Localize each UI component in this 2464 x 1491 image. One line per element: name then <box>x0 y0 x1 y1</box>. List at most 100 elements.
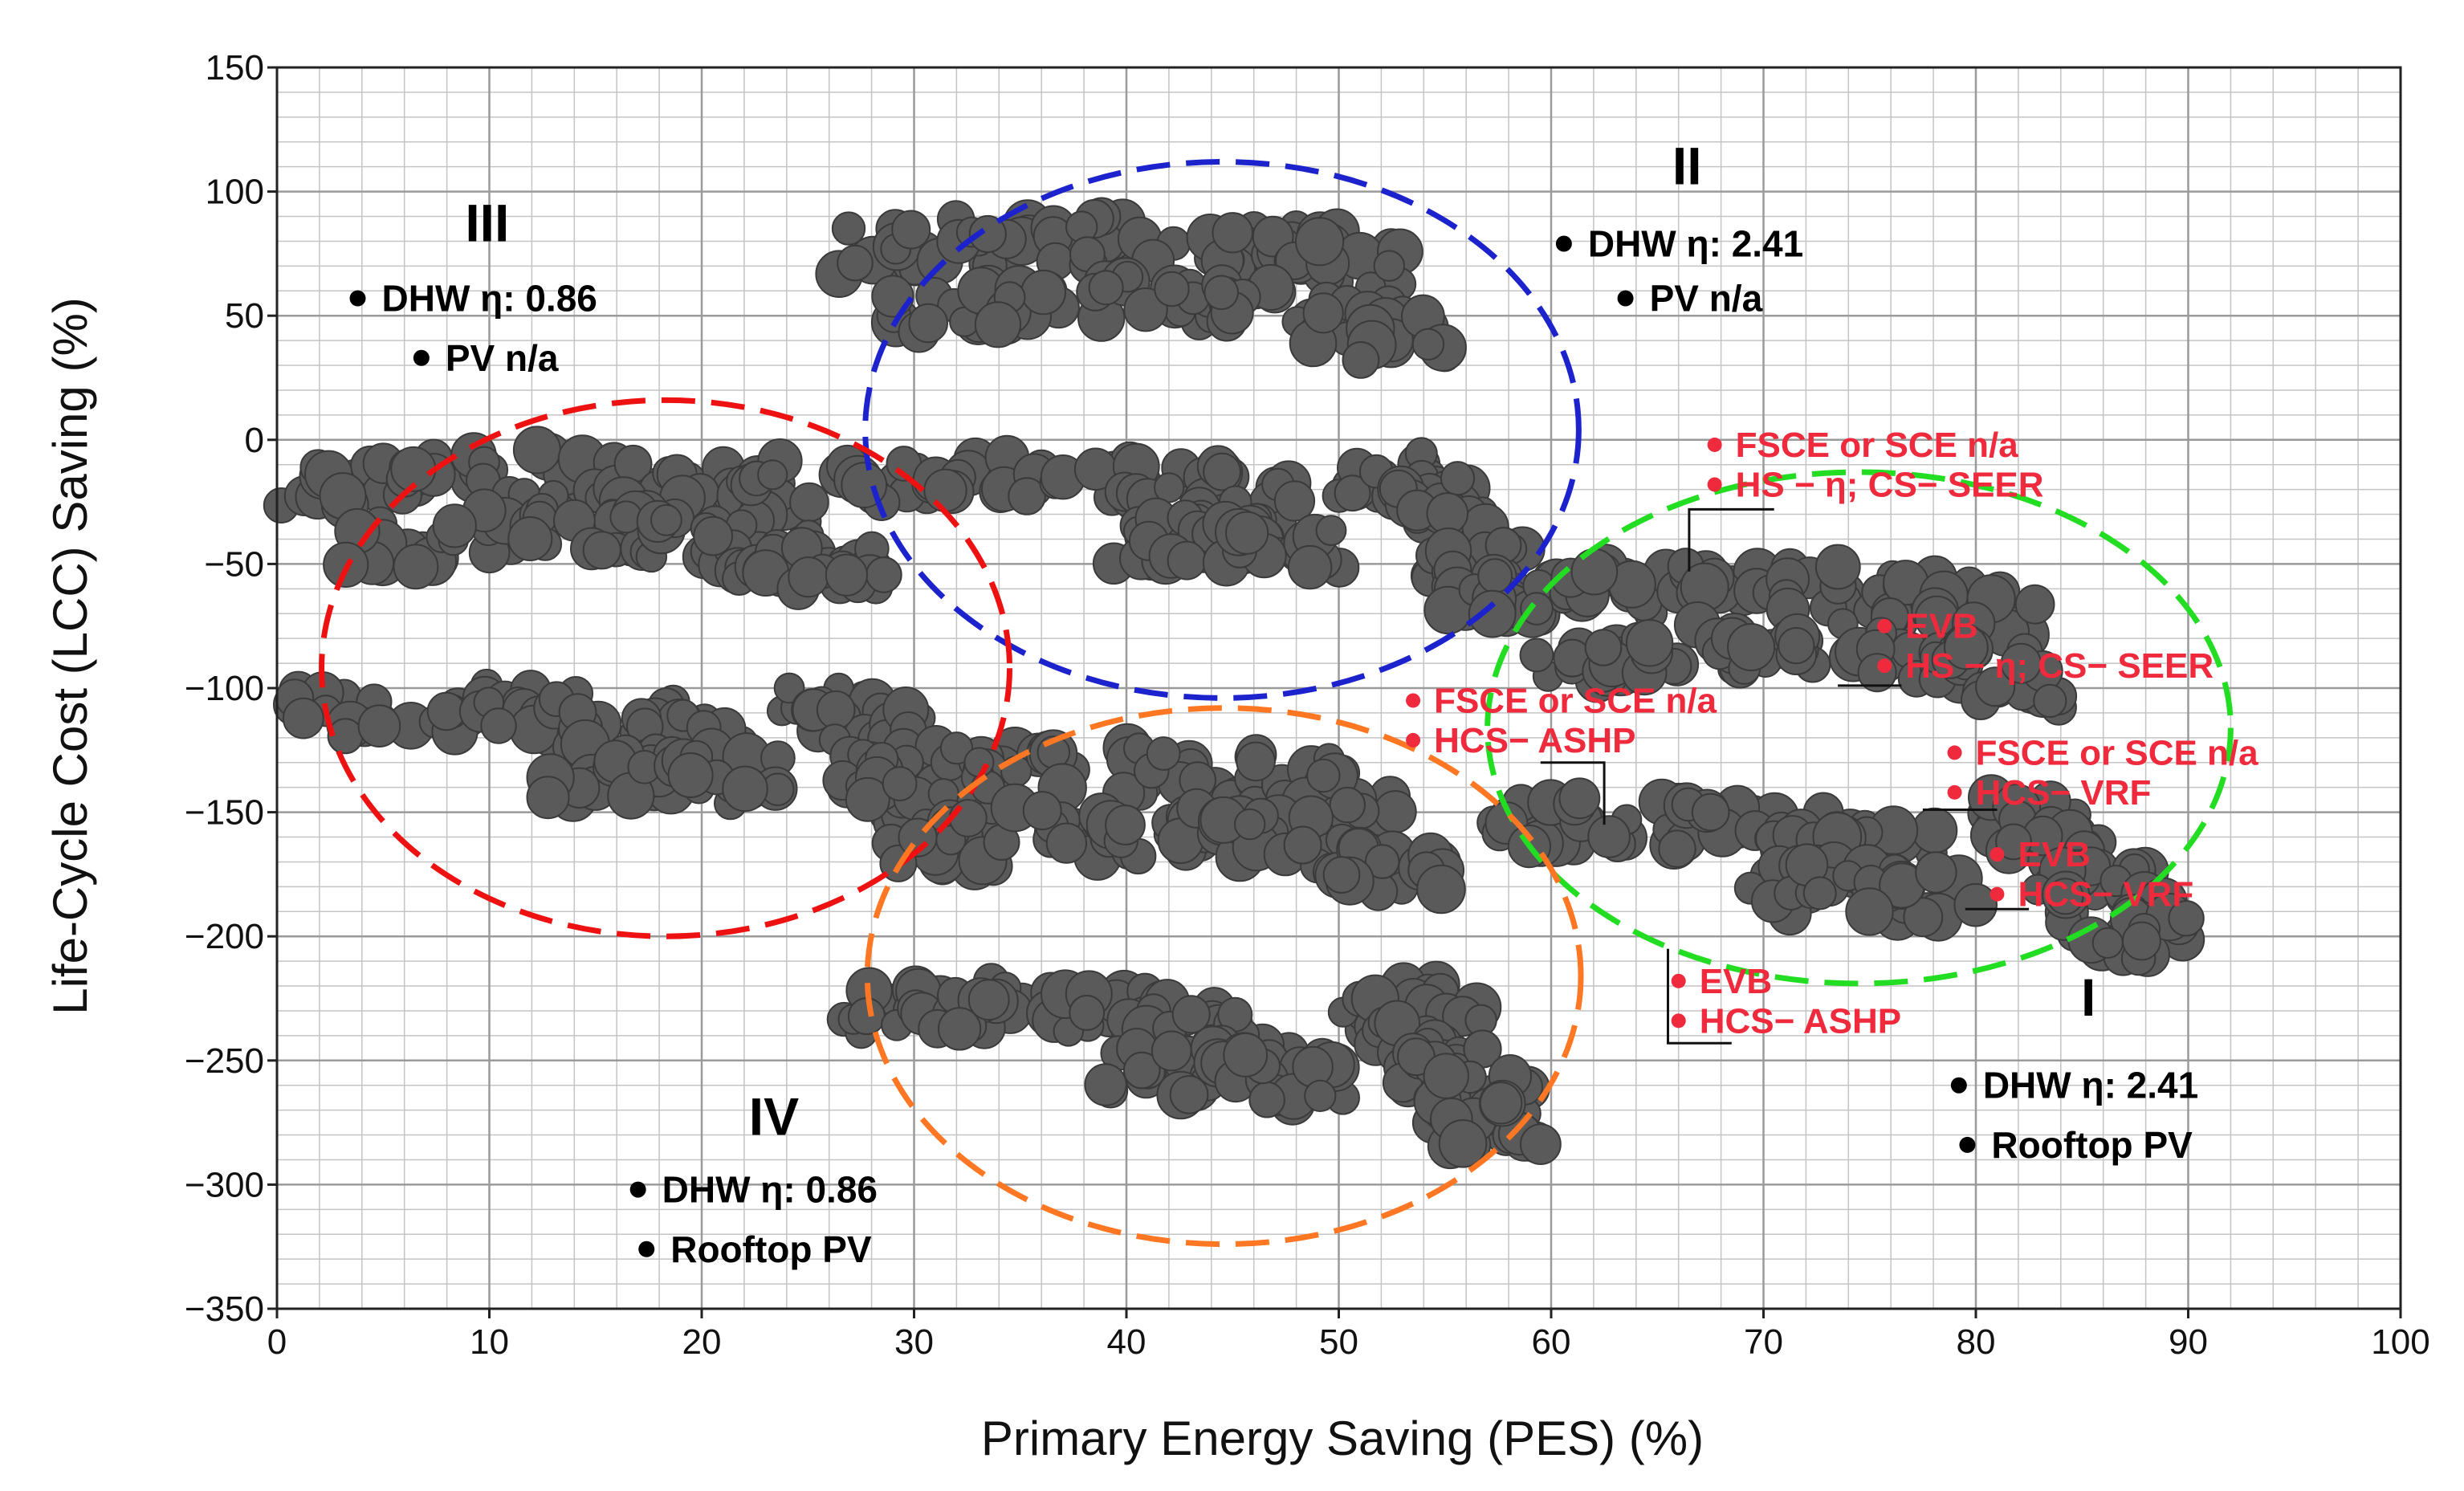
annotation-bullet <box>349 290 366 307</box>
pareto-point <box>1171 995 1211 1034</box>
pareto-point <box>1045 822 1088 864</box>
pareto-point <box>2047 878 2084 915</box>
pareto-point <box>393 544 439 590</box>
pareto-point <box>2014 584 2055 625</box>
red-annotation: HCS− VRF <box>2018 875 2193 915</box>
x-tick-label: 100 <box>2371 1322 2429 1362</box>
cluster-label-I: I <box>2081 968 2095 1027</box>
pareto-point <box>1520 592 1554 625</box>
pareto-point <box>938 1007 982 1051</box>
pareto-point <box>968 214 1007 254</box>
y-tick-label: −50 <box>204 544 264 584</box>
pareto-point <box>974 301 1022 348</box>
pareto-point <box>788 556 829 598</box>
pareto-point <box>526 776 570 820</box>
red-annotation: HCS− ASHP <box>1700 1001 1901 1041</box>
pareto-point <box>1625 619 1674 667</box>
pareto-point <box>512 426 561 475</box>
pareto-point <box>2168 900 2205 937</box>
pareto-point <box>963 747 995 778</box>
pareto-point <box>1123 287 1168 332</box>
annotation-bullet <box>1555 235 1572 252</box>
y-tick-label: 0 <box>245 421 264 460</box>
cloud-cluster-II <box>815 197 1561 638</box>
pareto-point <box>1587 815 1631 858</box>
pareto-point <box>1691 792 1730 832</box>
red-annotation-bullet <box>1671 973 1686 988</box>
pareto-point <box>1306 758 1341 793</box>
pareto-point <box>1558 777 1601 820</box>
pareto-point <box>1122 1051 1161 1090</box>
pareto-point <box>1423 1053 1469 1099</box>
pareto-point <box>1151 1030 1192 1072</box>
y-tick-label: 50 <box>225 296 264 336</box>
red-annotation: FSCE or SCE n/a <box>1736 426 2019 465</box>
pareto-point <box>1995 823 2032 861</box>
cluster-annotation: DHW η: 0.86 <box>382 278 597 320</box>
pareto-point <box>1342 341 1380 379</box>
pareto-point <box>837 244 874 282</box>
red-annotation: FSCE or SCE n/a <box>1976 733 2259 772</box>
pareto-point <box>1315 515 1347 546</box>
pareto-point <box>1154 271 1190 308</box>
y-tick-label: −300 <box>185 1165 264 1204</box>
red-annotation-bullet <box>1947 784 1962 800</box>
x-tick-label: 10 <box>470 1322 509 1362</box>
x-tick-label: 0 <box>267 1322 287 1362</box>
red-annotation-bullet <box>1671 1013 1686 1029</box>
cloud-cluster-IV <box>822 723 1562 1170</box>
leader-bracket <box>1688 507 1774 572</box>
red-annotation-bullet <box>1990 886 2005 902</box>
x-tick-label: 70 <box>1744 1322 1783 1362</box>
y-tick-label: −250 <box>185 1041 264 1081</box>
cluster-annotation: DHW η: 2.41 <box>1588 223 1803 265</box>
cluster-annotation: PV n/a <box>446 337 559 379</box>
red-annotation: EVB <box>2018 835 2090 874</box>
annotation-bullet <box>629 1181 646 1198</box>
pareto-point <box>693 515 733 556</box>
pareto-point <box>948 799 988 837</box>
pareto-point <box>1088 270 1124 306</box>
pareto-point <box>1845 887 1894 936</box>
red-annotation: HCS− ASHP <box>1434 721 1635 760</box>
pareto-point <box>871 275 914 318</box>
pareto-point <box>1903 897 1944 938</box>
red-annotation-bullet <box>1990 847 2005 862</box>
red-annotation: HS − η; CS− SEER <box>1905 646 2214 686</box>
pareto-point <box>923 468 967 512</box>
pareto-point <box>1203 275 1239 311</box>
red-annotation-bullet <box>1406 732 1421 748</box>
pareto-point <box>1234 808 1266 841</box>
pareto-point <box>1373 250 1406 282</box>
leader-bracket <box>1540 761 1606 825</box>
red-annotation: EVB <box>1700 962 1772 1001</box>
pareto-point <box>1248 1081 1285 1118</box>
red-annotation-bullet <box>1877 618 1892 633</box>
pareto-point <box>1944 625 1989 670</box>
x-tick-label: 60 <box>1532 1322 1571 1362</box>
pareto-point <box>1468 589 1517 638</box>
pareto-point <box>1020 269 1066 316</box>
pareto-point <box>1287 544 1333 590</box>
x-tick-label: 20 <box>682 1322 722 1362</box>
cluster-label-IV: IV <box>749 1087 799 1147</box>
annotation-bullet <box>413 349 430 366</box>
x-tick-label: 90 <box>2169 1322 2208 1362</box>
cluster-annotation: DHW η: 2.41 <box>1983 1065 2198 1106</box>
pareto-point <box>357 704 401 748</box>
pareto-point <box>1236 741 1276 782</box>
y-tick-label: 100 <box>206 173 264 212</box>
pareto-point <box>722 765 768 813</box>
pareto-point <box>1584 629 1623 666</box>
cluster-ellipse-III <box>319 397 1013 939</box>
pareto-point <box>1438 1119 1488 1168</box>
pareto-point <box>2091 927 2124 959</box>
pareto-point <box>480 707 517 744</box>
leader-bracket <box>1667 948 1732 1045</box>
pareto-point <box>1570 548 1619 596</box>
pareto-point <box>1975 666 2016 707</box>
pareto-point <box>865 556 902 593</box>
pareto-point <box>1223 1033 1269 1078</box>
cluster-label-II: II <box>1672 136 1702 195</box>
